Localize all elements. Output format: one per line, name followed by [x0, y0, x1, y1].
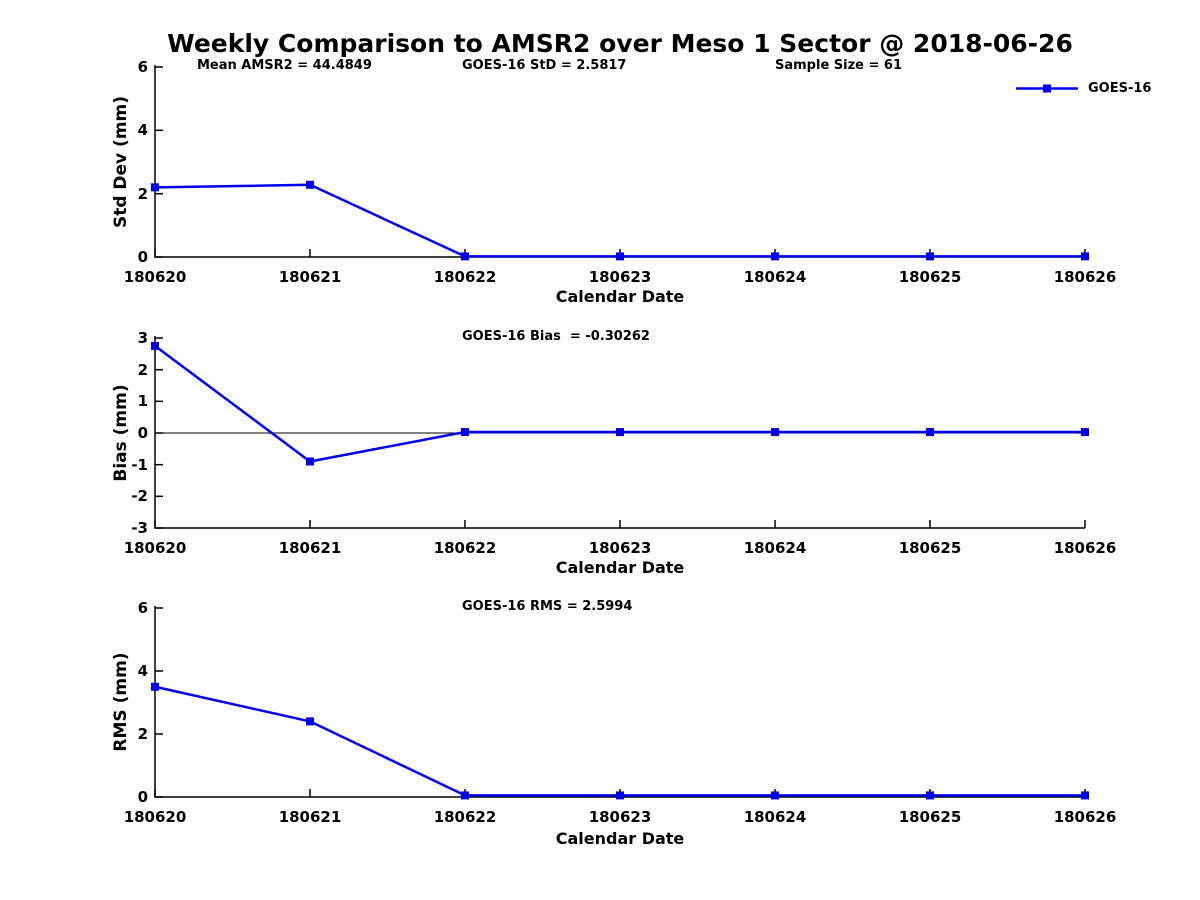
axis-spine [154, 336, 1085, 529]
x-tick-label: 180625 [898, 539, 962, 557]
x-tick-label: 180621 [278, 268, 342, 286]
stat-goes16-std: GOES-16 StD = 2.5817 [462, 58, 627, 73]
x-tick-label: 180622 [433, 808, 497, 826]
data-point-marker [306, 717, 314, 726]
data-point-marker [306, 457, 314, 466]
annotation-goes16-rms: GOES-16 RMS = 2.5994 [462, 599, 633, 614]
y-axis-label-stddev: Std Dev (mm) [111, 95, 131, 229]
data-point-marker [771, 791, 779, 800]
x-axis-label-2: Calendar Date [555, 558, 685, 577]
data-point-marker [461, 791, 469, 800]
data-point-marker [461, 252, 469, 261]
data-point-marker [1081, 428, 1089, 437]
y-tick-label: 3 [137, 329, 148, 347]
x-tick-label: 180624 [743, 808, 807, 826]
data-point-marker [616, 428, 624, 437]
x-tick-label: 180625 [898, 808, 962, 826]
x-tick-label: 180620 [123, 539, 187, 557]
axis-spine [154, 606, 1085, 798]
x-tick-label: 180626 [1053, 808, 1117, 826]
x-tick-label: 180621 [278, 808, 342, 826]
x-tick-label: 180626 [1053, 268, 1117, 286]
y-tick-label: 2 [137, 184, 148, 203]
axis-spine [154, 65, 1085, 258]
y-tick-label: 2 [137, 725, 148, 743]
data-point-marker [151, 183, 159, 192]
stat-mean-amsr2: Mean AMSR2 = 44.4849 [197, 58, 372, 73]
data-point-marker [771, 252, 779, 261]
x-tick-label: 180625 [898, 268, 962, 286]
y-tick-label: 2 [137, 360, 148, 379]
y-axis-label-rms: RMS (mm) [111, 652, 131, 752]
y-tick-label: 4 [137, 662, 148, 680]
y-tick-label: 4 [137, 121, 148, 140]
data-point-marker [461, 428, 469, 437]
y-tick-label: -3 [131, 519, 148, 537]
y-tick-label: 1 [137, 392, 148, 411]
x-tick-label: 180623 [588, 539, 652, 557]
legend-line-sample-icon [1016, 84, 1078, 93]
x-tick-label: 180624 [743, 268, 807, 286]
x-tick-label: 180621 [278, 539, 342, 557]
annotation-goes16-bias: GOES-16 Bias = -0.30262 [462, 329, 650, 344]
chart-title: Weekly Comparison to AMSR2 over Meso 1 S… [167, 29, 1073, 58]
legend: GOES-16 [1012, 80, 1151, 97]
x-axis-label-3: Calendar Date [555, 829, 685, 848]
x-axis-label-1: Calendar Date [555, 287, 685, 306]
data-point-marker [151, 341, 159, 350]
data-point-marker [926, 252, 934, 261]
stat-sample-size: Sample Size = 61 [775, 58, 903, 73]
y-tick-label: 0 [137, 788, 148, 806]
y-tick-label: 6 [137, 58, 148, 76]
x-tick-label: 180622 [433, 539, 497, 557]
x-tick-label: 180624 [743, 539, 807, 557]
x-tick-label: 180623 [588, 268, 652, 286]
data-point-marker [926, 428, 934, 437]
data-line [154, 344, 1085, 463]
data-point-marker [306, 180, 314, 189]
x-tick-label: 180622 [433, 268, 497, 286]
x-tick-label: 180623 [588, 808, 652, 826]
x-tick-label: 180626 [1053, 539, 1117, 557]
y-tick-label: 0 [137, 424, 148, 442]
y-tick-label: 6 [137, 599, 148, 617]
data-line [154, 183, 1085, 258]
data-point-marker [616, 791, 624, 800]
legend-label: GOES-16 [1088, 81, 1152, 96]
y-tick-label: 0 [137, 248, 148, 266]
data-point-marker [1081, 791, 1089, 800]
y-tick-label: -2 [131, 487, 148, 506]
data-point-marker [616, 252, 624, 261]
data-point-marker [771, 428, 779, 437]
x-tick-label: 180620 [123, 808, 187, 826]
data-line [154, 685, 1085, 797]
x-tick-label: 180620 [123, 268, 187, 286]
data-point-marker [926, 791, 934, 800]
y-tick-label: -1 [131, 455, 148, 474]
data-point-marker [1081, 252, 1089, 261]
data-point-marker [151, 682, 159, 691]
